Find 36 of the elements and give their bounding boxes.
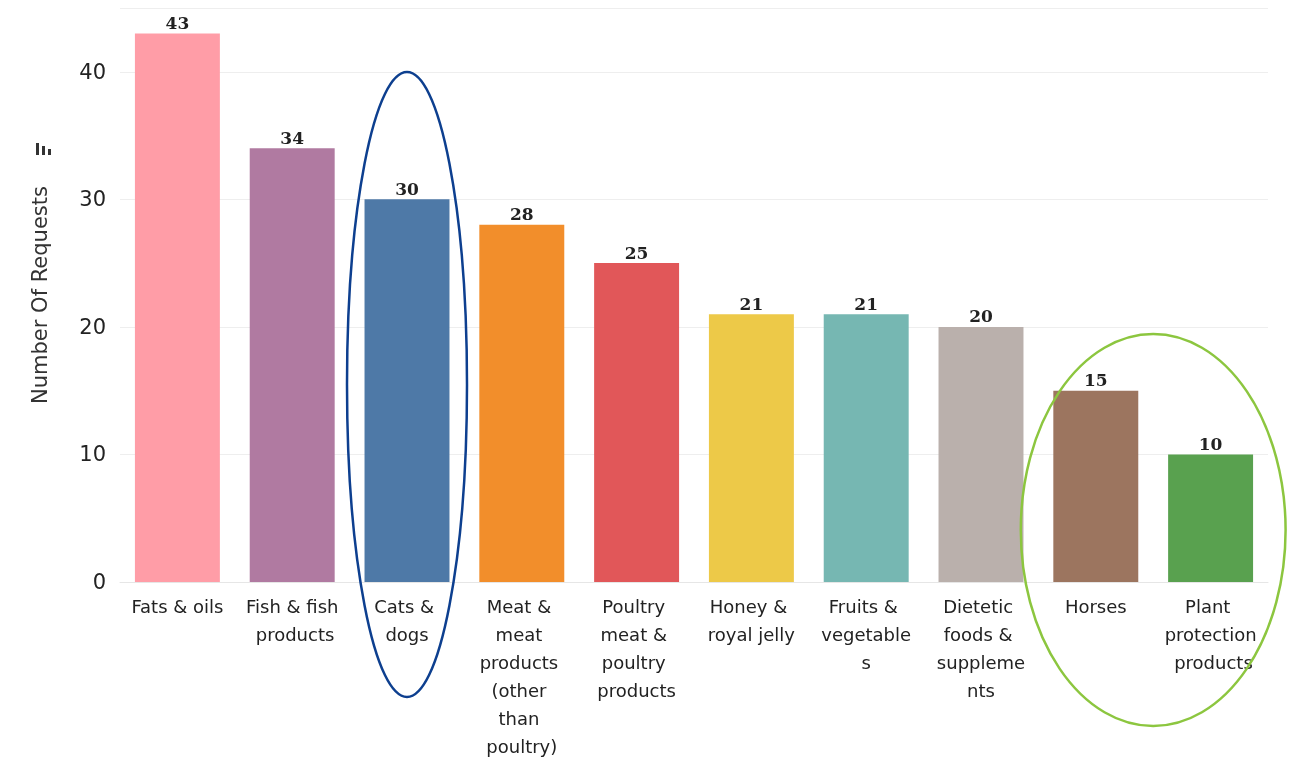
x-tick-label: Honey & royal jelly	[707, 595, 796, 645]
x-tick-label: Fruits & vegetables	[821, 595, 912, 673]
data-label: 25	[624, 242, 649, 263]
y-tick-label: 40	[79, 59, 106, 84]
x-tick-label: Cats & dogs	[374, 595, 440, 645]
bar	[823, 314, 909, 582]
bar	[1053, 390, 1139, 582]
y-tick-label: 20	[79, 314, 106, 339]
x-tick-label: Meat & meat products (other than poultry)	[479, 595, 564, 757]
bar	[938, 326, 1024, 582]
y-tick-label: 0	[92, 570, 106, 594]
data-label: 43	[165, 13, 190, 34]
bar	[364, 199, 450, 582]
x-tick-label: Fats & oils	[131, 595, 224, 617]
data-label: 21	[739, 293, 764, 314]
y-tick-label: 10	[79, 442, 106, 467]
x-tick-label: Poultry meat & poultry products	[597, 595, 676, 701]
bar	[479, 224, 565, 582]
data-label: 20	[969, 306, 993, 327]
data-label: 10	[1198, 433, 1223, 454]
data-label: 15	[1083, 370, 1108, 391]
x-tick-label: Plant protection products	[1164, 595, 1257, 673]
bar	[249, 148, 335, 582]
bar	[708, 314, 794, 582]
bar	[1168, 454, 1254, 582]
data-label: 34	[280, 127, 305, 148]
x-tick-label: Horses	[1064, 595, 1127, 617]
bar	[594, 263, 680, 582]
data-label: 21	[854, 293, 879, 314]
bar	[134, 33, 220, 582]
x-tick-label: Fish & fish products	[245, 595, 339, 645]
y-axis-title: Number Of Requests	[27, 186, 52, 404]
y-tick-label: 30	[79, 187, 106, 212]
data-label: 30	[395, 178, 419, 199]
data-label: 28	[509, 204, 534, 225]
x-tick-label: Dietetic foods & supplements	[936, 595, 1026, 701]
